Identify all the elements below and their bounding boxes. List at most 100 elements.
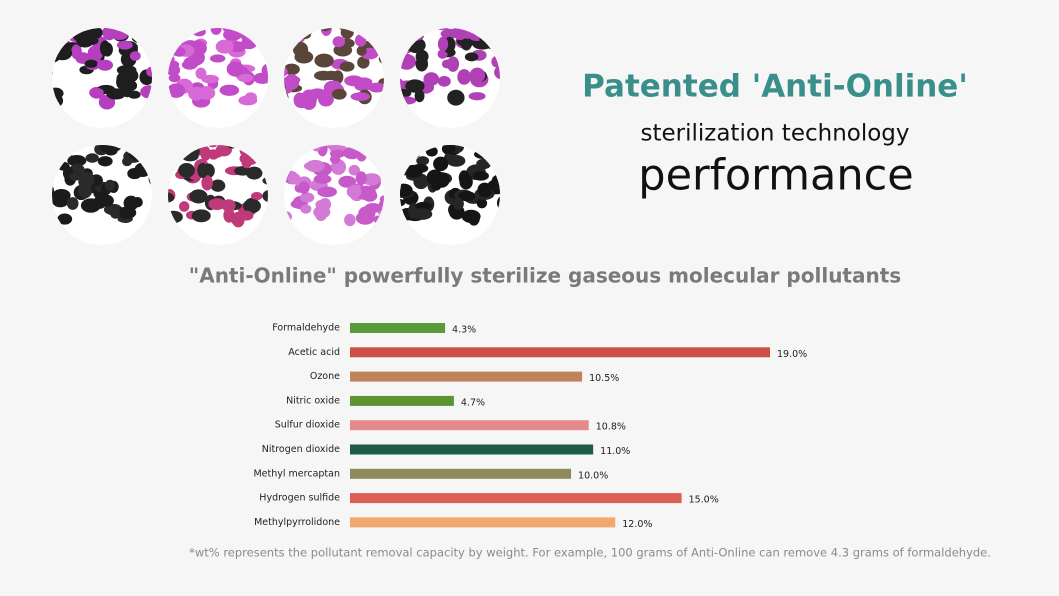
granule [71, 44, 82, 60]
category-label: Sulfur dioxide [275, 420, 340, 431]
granule [209, 54, 226, 63]
category-label: Methyl mercaptan [253, 468, 340, 479]
value-label: 10.0% [578, 470, 608, 481]
granule [433, 156, 449, 172]
granule [116, 64, 137, 76]
granule [300, 204, 312, 214]
category-label: Methylpyrrolidone [254, 517, 340, 528]
granule [447, 89, 465, 106]
granule [308, 88, 327, 99]
granule [344, 213, 356, 227]
granule [189, 189, 208, 204]
granule [314, 53, 334, 68]
granule [430, 173, 442, 190]
granule [183, 56, 199, 69]
granule [444, 145, 456, 155]
granule [300, 192, 315, 203]
granule [295, 94, 309, 109]
title: Patented 'Anti-Online' [582, 69, 968, 105]
headline: performance [638, 151, 913, 201]
photo [52, 28, 152, 128]
granule [453, 197, 464, 210]
granule [313, 205, 331, 219]
granule [79, 171, 95, 188]
granule [464, 52, 479, 62]
granule [110, 208, 121, 219]
granule [411, 163, 429, 173]
granule [356, 45, 367, 56]
bar [350, 420, 589, 431]
bar [350, 444, 594, 455]
granule [146, 66, 152, 78]
granule [284, 74, 300, 90]
granule [321, 186, 332, 197]
granule [405, 79, 425, 93]
value-label: 4.3% [452, 325, 476, 336]
bar [350, 323, 446, 333]
value-label: 19.0% [777, 349, 807, 360]
granule [416, 156, 430, 166]
category-label: Ozone [310, 371, 340, 382]
granule [437, 49, 448, 59]
granule [92, 196, 107, 209]
granule [208, 198, 226, 210]
granule [106, 88, 126, 100]
granule [251, 191, 263, 201]
granule [400, 183, 413, 197]
granule [123, 195, 139, 211]
granule [412, 208, 433, 220]
bar [350, 371, 583, 382]
granule [458, 170, 470, 186]
value-label: 10.8% [596, 422, 626, 433]
photo [168, 145, 268, 245]
granule [102, 28, 117, 41]
granule [241, 157, 252, 169]
granule [69, 172, 82, 181]
granule [356, 185, 377, 201]
granule [195, 67, 207, 80]
bar [350, 493, 682, 504]
footnote: *wt% represents the pollutant removal ca… [189, 546, 991, 560]
category-label: Formaldehyde [272, 323, 340, 334]
granule [215, 39, 234, 54]
value-label: 4.7% [461, 397, 485, 408]
granule [331, 88, 347, 100]
granule [168, 64, 181, 77]
value-label: 11.0% [600, 446, 630, 457]
category-label: Nitrogen dioxide [262, 444, 340, 455]
granule [378, 198, 384, 213]
granule [317, 145, 328, 157]
granule [468, 92, 486, 101]
granule [294, 50, 314, 64]
granule [473, 171, 489, 181]
granule [344, 75, 364, 87]
granule [355, 211, 375, 225]
granule [104, 179, 116, 191]
value-label: 10.5% [589, 373, 619, 384]
granule [329, 149, 346, 158]
chart-title: "Anti-Online" powerfully sterilize gaseo… [189, 264, 901, 288]
granule [262, 190, 268, 202]
granule [287, 172, 301, 185]
granule [84, 59, 98, 68]
granule [178, 201, 190, 212]
granule [298, 181, 310, 194]
granule [197, 86, 216, 100]
granule [458, 191, 476, 202]
granule [437, 36, 449, 52]
granule [122, 156, 133, 167]
chart: Formaldehyde 4.3% Acetic acid 19.0% Ozone 10.… [253, 323, 807, 530]
granule [323, 70, 340, 81]
granule [441, 59, 453, 69]
granule [414, 89, 425, 103]
granule [364, 203, 382, 213]
granule [357, 56, 370, 69]
granule [168, 192, 175, 203]
bar [350, 517, 616, 528]
granule [338, 175, 357, 188]
granule [197, 162, 208, 178]
granule [237, 73, 254, 83]
granule [201, 74, 219, 84]
granule [415, 49, 429, 64]
